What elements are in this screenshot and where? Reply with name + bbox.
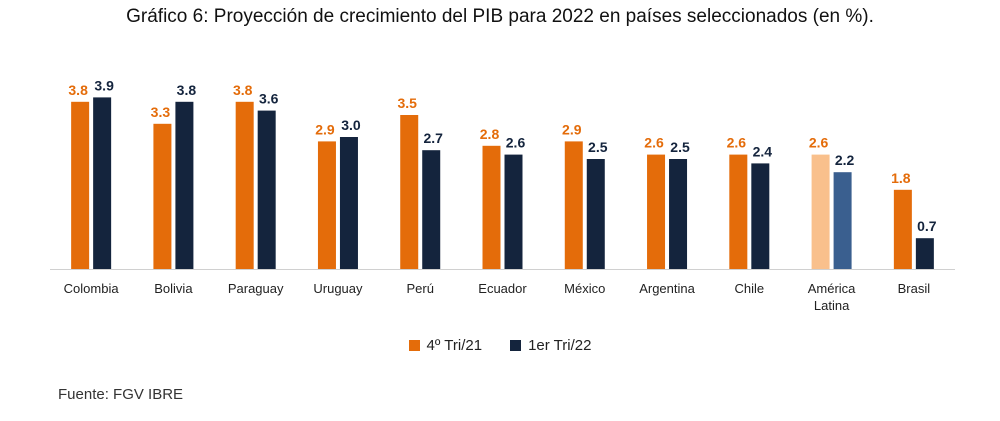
category-label-6: México	[564, 281, 605, 296]
bar-2-6	[586, 159, 605, 269]
source-note: Fuente: FGV IBRE	[58, 386, 184, 403]
legend-item-series-1: 4º Tri/21	[408, 337, 483, 354]
bar-2-0	[93, 97, 112, 270]
data-label-2-8: 2.4	[753, 143, 773, 159]
category-label-7: Argentina	[639, 281, 695, 296]
data-label-2-5: 2.6	[506, 135, 526, 151]
bar-2-4	[422, 150, 441, 269]
legend-label-series-1: 4º Tri/21	[426, 337, 483, 354]
category-label-3: Uruguay	[313, 281, 363, 296]
bar-2-9	[833, 172, 852, 269]
bar-2-10	[915, 238, 934, 269]
bar-2-7	[669, 159, 688, 269]
data-label-1-5: 2.8	[480, 126, 500, 142]
bar-1-7	[647, 154, 666, 269]
data-label-1-6: 2.9	[562, 121, 582, 137]
bar-1-6	[564, 141, 583, 269]
data-label-2-7: 2.5	[670, 139, 690, 155]
data-label-1-2: 3.8	[233, 82, 253, 98]
data-label-1-1: 3.3	[151, 104, 171, 120]
data-label-1-8: 2.6	[727, 135, 747, 151]
bar-1-0	[71, 101, 90, 269]
data-label-1-4: 3.5	[397, 95, 417, 111]
category-label-9: América Latina	[808, 281, 856, 313]
bar-1-1	[153, 123, 172, 269]
legend-label-series-2: 1er Tri/22	[528, 337, 592, 354]
data-label-2-10: 0.7	[917, 218, 937, 234]
chart-title: Gráfico 6: Proyección de crecimiento del…	[126, 6, 874, 27]
data-label-2-3: 3.0	[341, 117, 361, 133]
bar-1-8	[729, 154, 748, 269]
data-label-1-3: 2.9	[315, 121, 335, 137]
category-label-1: Bolivia	[154, 281, 193, 296]
bar-2-8	[751, 163, 770, 269]
data-label-1-9: 2.6	[809, 135, 829, 151]
bar-2-5	[504, 154, 523, 269]
data-label-2-1: 3.8	[177, 82, 197, 98]
category-label-2: Paraguay	[228, 281, 284, 296]
legend: 4º Tri/21 1er Tri/22	[0, 337, 1000, 354]
bar-2-1	[175, 101, 194, 269]
category-label-0: Colombia	[64, 281, 120, 296]
category-label-8: Chile	[735, 281, 765, 296]
bar-1-4	[400, 115, 419, 269]
data-label-2-9: 2.2	[835, 152, 855, 168]
legend-item-series-2: 1er Tri/22	[510, 337, 591, 354]
legend-swatch-series-1	[408, 340, 420, 351]
bar-1-2	[235, 101, 254, 269]
bar-1-9	[811, 154, 830, 269]
data-label-2-0: 3.9	[94, 77, 114, 93]
bar-1-5	[482, 145, 501, 269]
bar-2-2	[257, 110, 276, 269]
data-label-1-0: 3.8	[68, 82, 88, 98]
category-label-4: Perú	[406, 281, 433, 296]
data-label-1-10: 1.8	[891, 170, 911, 186]
legend-swatch-series-2	[510, 340, 522, 351]
bar-1-10	[893, 189, 912, 269]
bar-chart: 3.8 3.9 Colombia 3.3 3.8 Bolivia 3.8 3.6 Paragua…	[50, 77, 955, 313]
category-label-5: Ecuador	[478, 281, 527, 296]
category-label-10: Brasil	[898, 281, 931, 296]
data-label-2-6: 2.5	[588, 139, 608, 155]
data-label-1-7: 2.6	[644, 135, 664, 151]
bar-1-3	[317, 141, 336, 269]
bar-2-3	[339, 137, 358, 269]
data-label-2-2: 3.6	[259, 91, 279, 107]
data-label-2-4: 2.7	[423, 130, 443, 146]
